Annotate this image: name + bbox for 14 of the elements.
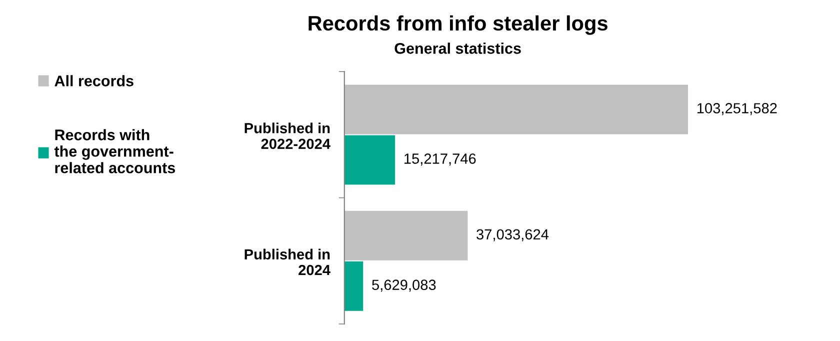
legend-label: All records — [54, 75, 134, 86]
legend-label: Records with the government- related accounts — [54, 129, 176, 174]
data-label: 5,629,083 — [372, 280, 436, 292]
bar — [344, 210, 468, 260]
bar — [344, 261, 364, 311]
chart-subtitle: General statistics — [394, 42, 521, 54]
chart-title: Records from info stealer logs — [308, 15, 608, 35]
bar — [344, 135, 396, 185]
data-label: 37,033,624 — [476, 229, 549, 242]
bar — [344, 84, 688, 134]
data-label: 15,217,746 — [404, 154, 476, 166]
data-label: 103,251,582 — [697, 103, 777, 116]
y-tick-label: Published in 2024 — [244, 248, 330, 276]
y-tick-label: Published in 2022-2024 — [244, 122, 330, 150]
